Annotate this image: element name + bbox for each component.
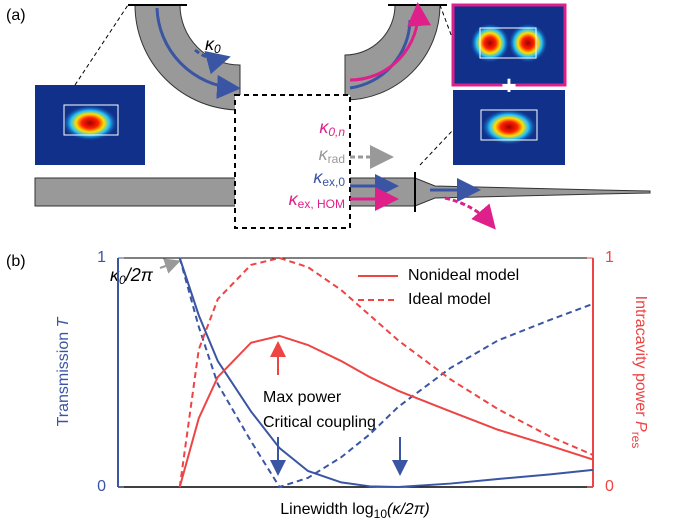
y-axis-label: Transmission T <box>55 316 72 426</box>
subscript: rad <box>328 152 345 166</box>
label-var: T <box>55 316 72 327</box>
subscript: 0 <box>214 42 221 56</box>
label-sub: res <box>629 432 643 449</box>
annotation: κ0/2π <box>110 265 154 287</box>
y2-axis-label: Intracavity power Pres <box>629 296 649 449</box>
y2-tick-label: 1 <box>605 249 614 266</box>
zoom-line <box>420 130 453 165</box>
annotation: Critical coupling <box>263 414 376 431</box>
ring-left <box>135 5 240 110</box>
legend-label: Nonideal model <box>408 267 519 284</box>
kappa-label: κ0 <box>205 34 221 56</box>
y2-tick-label: 0 <box>605 478 614 495</box>
mode-profile <box>508 23 548 63</box>
series-line <box>180 258 593 487</box>
label-text: Linewidth log <box>280 501 373 518</box>
zoom-line <box>75 5 128 85</box>
zoom-line <box>440 5 453 40</box>
series-line <box>180 258 593 487</box>
label-tail: (κ/2π) <box>387 501 430 518</box>
y-tick-label: 1 <box>97 249 106 266</box>
label-text: Intracavity power <box>632 296 649 421</box>
figure: (a) + κ0 κ0,n κrad κex,0 κex, HOM (b) Tr… <box>0 0 675 522</box>
series-line <box>180 258 593 487</box>
plus: + <box>501 70 516 100</box>
annotation: Max power <box>263 389 342 406</box>
label-var: P <box>632 421 649 432</box>
subscript: ex, HOM <box>298 197 345 211</box>
subscript: ex,0 <box>322 175 345 189</box>
arrow <box>445 198 492 225</box>
tail: /2π <box>124 265 154 285</box>
mode-profile <box>470 23 510 63</box>
legend-label: Ideal model <box>408 291 491 308</box>
schematic: (a) + κ0 κ0,n κrad κex,0 κex, HOM <box>6 5 650 228</box>
x-axis-label: Linewidth log10(κ/2π) <box>280 501 429 521</box>
series-line <box>180 336 593 487</box>
annotation-arrow <box>160 262 177 268</box>
mode-profile <box>62 105 118 141</box>
panel-label: (a) <box>6 7 26 24</box>
panel-label: (b) <box>6 253 26 270</box>
label-sub: 10 <box>374 507 388 521</box>
subscript: 0,n <box>328 125 345 139</box>
chart: (b) Transmission T Intracavity power Pre… <box>6 249 649 521</box>
label-text: Transmission <box>55 327 72 426</box>
y-tick-label: 0 <box>97 478 106 495</box>
